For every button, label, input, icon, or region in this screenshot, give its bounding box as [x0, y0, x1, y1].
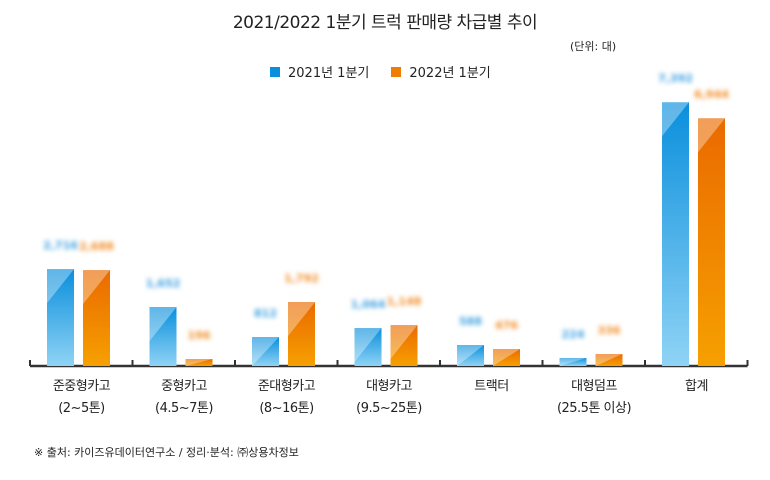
category-sublabel: (8~16톤)	[259, 401, 314, 416]
category-name: 트랙터	[474, 379, 509, 394]
bar-2021-6	[662, 102, 689, 367]
bar-highlight	[595, 354, 623, 366]
value-label: 588	[459, 315, 482, 329]
category-label: 중형카고 (4.5~7톤)	[133, 376, 236, 420]
bar-2022-4	[493, 349, 520, 366]
value-label: 336	[597, 324, 621, 337]
bar-2021-5	[559, 358, 587, 366]
bar-highlight	[47, 269, 74, 304]
bar-highlight	[662, 102, 689, 137]
legend-label-2021: 2021년 1분기	[288, 66, 370, 81]
bar-2021-2	[252, 337, 279, 366]
value-label: 1,064	[350, 298, 386, 312]
category-sublabel	[645, 398, 748, 420]
value-label: 1,652	[145, 277, 181, 291]
category-label: 트랙터	[440, 376, 543, 420]
bar-2022-0	[83, 270, 110, 366]
category-sublabel: (2~5톤)	[58, 401, 105, 416]
bar-2021-1	[149, 307, 177, 366]
bar-highlight	[288, 302, 315, 337]
value-label: 224	[561, 328, 585, 341]
unit-label: (단위: 대)	[570, 40, 617, 53]
category-label: 준대형카고 (8~16톤)	[235, 376, 338, 420]
category-sublabel: (25.5톤 이상)	[556, 401, 632, 416]
category-label: 준중형카고 (2~5톤)	[30, 376, 133, 420]
bar-highlight	[457, 345, 484, 366]
category-sublabel: (4.5~7톤)	[155, 401, 213, 416]
value-label: 476	[495, 319, 518, 333]
legend: 2021년 1분기 2022년 1분기	[270, 62, 491, 81]
bar-2022-1	[185, 359, 213, 366]
category-sublabel: (9.5~25톤)	[356, 401, 422, 416]
footnote: ※ 출처: 카이즈유데이터연구소 / 정리·분석: ㈜상용차정보	[34, 446, 299, 459]
chart-title: 2021/2022 1분기 트럭 판매량 차급별 추이	[232, 13, 538, 33]
category-label: 대형카고 (9.5~25톤)	[338, 376, 441, 420]
bar-2021-0	[47, 269, 74, 366]
bar-highlight	[185, 359, 213, 366]
category-label: 합계	[645, 376, 748, 420]
bar-highlight	[493, 349, 520, 366]
bar-highlight	[354, 328, 382, 363]
value-label: 7,392	[658, 72, 693, 86]
bar-highlight	[83, 270, 110, 305]
category-name: 준대형카고	[257, 379, 316, 394]
category-name: 대형덤프	[571, 379, 617, 394]
bar-2021-4	[457, 345, 484, 366]
bar-2022-5	[595, 354, 623, 366]
value-label: 196	[187, 329, 211, 342]
legend-label-2022: 2022년 1분기	[409, 66, 491, 81]
value-label: 1,148	[386, 295, 422, 309]
category-name: 중형카고	[161, 379, 207, 394]
value-label: 2,716	[43, 239, 78, 253]
value-label: 812	[254, 307, 277, 321]
legend-item-2022: 2022년 1분기	[391, 62, 491, 81]
bar-highlight	[559, 358, 587, 366]
legend-item-2021: 2021년 1분기	[270, 62, 369, 81]
category-name: 대형카고	[366, 379, 412, 394]
bar-2022-6	[698, 118, 725, 367]
bar-2021-3	[354, 328, 382, 366]
category-name: 준중형카고	[52, 379, 111, 394]
legend-swatch-2022	[391, 66, 402, 77]
category-name: 합계	[685, 379, 708, 394]
bar-highlight	[149, 307, 177, 342]
bar-highlight	[698, 118, 725, 153]
bar-2022-2	[288, 302, 315, 366]
value-label: 1,792	[284, 272, 319, 286]
category-label: 대형덤프 (25.5톤 이상)	[543, 376, 646, 420]
legend-swatch-2021	[270, 66, 280, 77]
bar-2022-3	[390, 325, 418, 366]
bar-highlight	[390, 325, 418, 360]
value-label: 6,944	[694, 88, 729, 102]
value-label: 2,688	[79, 240, 114, 254]
bar-highlight	[252, 337, 279, 366]
category-sublabel	[440, 398, 543, 420]
